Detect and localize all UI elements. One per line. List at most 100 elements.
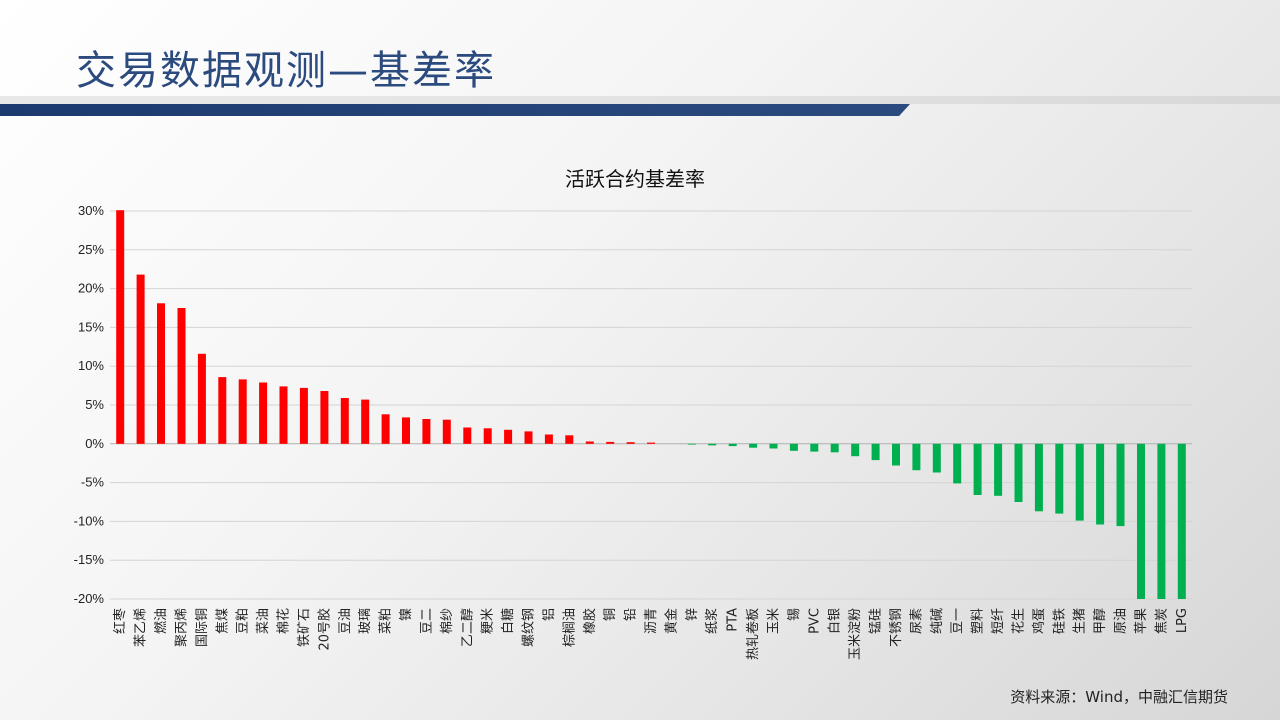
y-tick-label: 0% — [85, 436, 104, 451]
x-tick-label: 不锈钢 — [889, 608, 904, 647]
bar — [442, 419, 451, 444]
bar — [1055, 443, 1064, 514]
x-tick-label: 苹果 — [1134, 608, 1149, 634]
x-tick-label: 甲醇 — [1092, 608, 1108, 634]
bar — [116, 210, 125, 444]
x-tick-label: 铁矿石 — [297, 608, 312, 647]
bar — [851, 443, 860, 457]
y-axis: 30% 25% 20% 15% 10% 5% 0% -5% -10% -15% -20% — [74, 203, 105, 606]
bar — [789, 443, 798, 451]
bar — [871, 443, 880, 461]
x-tick-label: 黄金 — [663, 608, 679, 634]
bar — [381, 414, 390, 444]
x-tick-label: 鸡蛋 — [1031, 608, 1047, 634]
chart-title: 活跃合约基差率 — [565, 167, 705, 191]
x-tick-label: 燃油 — [153, 608, 169, 634]
bar — [279, 386, 288, 444]
x-tick-label: 塑料 — [971, 608, 986, 634]
x-tick-label: 生猪 — [1073, 608, 1088, 634]
bar — [892, 443, 900, 466]
x-tick-label: 铜 — [603, 608, 618, 621]
x-tick-label: 纯碱 — [930, 608, 945, 634]
bar — [626, 442, 635, 444]
x-tick-label: 热轧卷板 — [745, 608, 761, 660]
x-tick-label: 国际铜 — [195, 608, 210, 647]
x-tick-label: 焦炭 — [1154, 608, 1169, 634]
chart-grid — [110, 210, 1192, 600]
y-tick-label: 5% — [85, 397, 104, 412]
bar — [1034, 443, 1043, 512]
x-tick-label: LPG — [1175, 608, 1190, 633]
x-tick-label: 硅铁 — [1052, 608, 1067, 634]
x-tick-label: 棕榈油 — [562, 608, 577, 647]
y-tick-label: 30% — [78, 203, 104, 218]
x-tick-label: 20号胶 — [316, 608, 332, 651]
bar — [157, 303, 165, 444]
bar — [565, 435, 574, 444]
slide-title: 交易数据观测—基差率 — [76, 48, 496, 94]
x-axis: 红枣 苯乙烯 燃油 聚丙烯 国际铜 焦煤 豆粕 菜油 棉花 铁矿石 20号胶 豆油 玻璃 菜粕镍豆二 棉纱乙… — [112, 608, 1190, 660]
bar — [136, 274, 145, 444]
x-tick-label: 沥青 — [644, 608, 659, 634]
bar — [238, 379, 247, 444]
x-tick-label: 铝 — [542, 608, 557, 621]
bar — [912, 443, 921, 471]
y-tick-label: 20% — [78, 281, 104, 296]
x-tick-label: 白银 — [827, 608, 843, 634]
bar — [708, 443, 717, 446]
bar — [687, 443, 696, 445]
y-tick-label: 10% — [78, 358, 104, 373]
bar — [402, 417, 410, 444]
header-band — [0, 96, 1280, 104]
bar — [1116, 443, 1125, 527]
bar — [1075, 443, 1084, 521]
source-note: 资料来源：Wind，中融汇信期货 — [1010, 688, 1228, 706]
bar — [953, 443, 962, 484]
bar — [1177, 443, 1186, 599]
x-tick-label: 花生 — [1011, 608, 1027, 634]
x-tick-label: 豆粕 — [236, 608, 251, 634]
bar — [524, 431, 533, 444]
bar — [177, 308, 186, 444]
x-tick-label: 豆一 — [950, 608, 965, 634]
bar — [197, 353, 206, 444]
x-tick-label: 红枣 — [112, 608, 128, 634]
y-tick-label: 25% — [78, 242, 104, 257]
bar — [1157, 443, 1166, 599]
x-tick-label: 菜油 — [256, 608, 271, 634]
bar — [830, 443, 839, 453]
x-tick-label: 乙二醇 — [459, 608, 475, 647]
x-tick-label: 玻璃 — [358, 608, 373, 634]
bar — [299, 387, 308, 444]
bar — [973, 443, 982, 495]
x-tick-label: 聚丙烯 — [175, 608, 190, 647]
x-tick-label: 螺纹钢 — [522, 608, 537, 647]
x-tick-label: 短纤 — [991, 608, 1006, 634]
bar — [422, 419, 431, 444]
bar — [361, 399, 370, 444]
bar — [218, 377, 227, 444]
x-tick-label: 棉纱 — [440, 608, 455, 634]
x-tick-label: 锰硅 — [869, 608, 884, 634]
x-tick-label: 苯乙烯 — [134, 608, 149, 647]
bar — [606, 441, 615, 444]
x-tick-label: 锌 — [685, 608, 700, 621]
bar — [728, 443, 737, 447]
bar — [504, 429, 513, 444]
x-tick-label: PTA — [726, 608, 741, 632]
bar — [320, 391, 329, 444]
x-tick-label: 纸浆 — [705, 608, 720, 634]
bar — [544, 434, 553, 444]
bar — [994, 443, 1003, 496]
bar — [483, 428, 492, 444]
bar — [749, 443, 758, 448]
x-tick-label: 菜粕 — [379, 608, 394, 634]
bar — [1137, 443, 1145, 599]
x-tick-label: 玉米 — [767, 608, 782, 634]
x-tick-label: 焦煤 — [215, 608, 230, 634]
bar — [932, 443, 941, 473]
bar — [810, 443, 819, 452]
y-tick-label: 15% — [78, 319, 104, 334]
y-tick-label: -5% — [81, 475, 105, 490]
